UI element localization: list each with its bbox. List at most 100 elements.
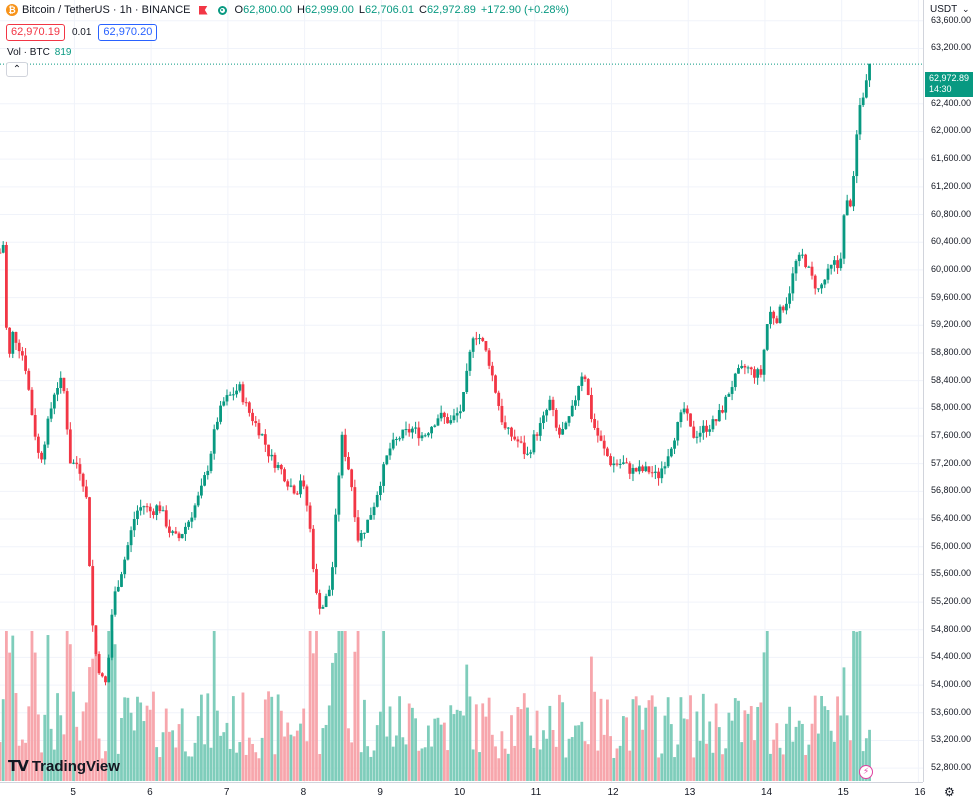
candle-body bbox=[164, 510, 168, 527]
candle-body bbox=[81, 473, 85, 487]
volume-bar bbox=[145, 705, 149, 781]
volume-bar bbox=[308, 631, 312, 781]
volume-bar bbox=[116, 753, 120, 781]
candle-body bbox=[30, 389, 34, 416]
volume-bar bbox=[535, 710, 539, 781]
volume-bar bbox=[81, 711, 85, 781]
volume-bar bbox=[270, 696, 274, 781]
price-scale[interactable] bbox=[923, 0, 974, 782]
last-price: 62,972.89 bbox=[929, 73, 970, 83]
volume-bar bbox=[318, 753, 322, 781]
volume-bar bbox=[174, 747, 178, 781]
flag-icon[interactable] bbox=[198, 5, 208, 15]
ohlc-close: C62,972.89 bbox=[418, 4, 476, 16]
price-tick-label: 59,600.00 bbox=[931, 291, 972, 302]
candle-body bbox=[273, 454, 277, 468]
volume-bar bbox=[247, 737, 251, 781]
currency-label[interactable]: USDT bbox=[930, 4, 958, 15]
price-tick-label: 61,200.00 bbox=[931, 180, 972, 191]
volume-legend[interactable]: Vol · BTC 819 bbox=[7, 47, 71, 58]
candle-body bbox=[580, 376, 584, 386]
volume-bar bbox=[449, 705, 453, 781]
volume-bar bbox=[558, 694, 561, 781]
volume-bar bbox=[711, 752, 715, 781]
candle-body bbox=[107, 657, 111, 683]
volume-bar bbox=[858, 631, 862, 781]
candle-body bbox=[43, 444, 47, 460]
volume-bar bbox=[743, 710, 747, 781]
volume-bar bbox=[113, 644, 117, 781]
volume-bar bbox=[72, 691, 75, 781]
candle-body bbox=[129, 530, 133, 546]
candle-body bbox=[816, 288, 820, 290]
time-tick-label: 15 bbox=[837, 787, 849, 798]
candle-body bbox=[49, 408, 53, 419]
candle-body bbox=[52, 394, 56, 409]
candle-body bbox=[286, 481, 290, 487]
candle-body bbox=[506, 427, 510, 429]
time-tick-label: 12 bbox=[607, 787, 619, 798]
time-axis[interactable] bbox=[0, 782, 923, 802]
candle-body bbox=[561, 429, 565, 435]
price-chart[interactable] bbox=[0, 0, 923, 782]
candle-body bbox=[8, 327, 11, 354]
chevron-down-icon[interactable]: ⌄ bbox=[962, 4, 970, 14]
candle-body bbox=[347, 456, 350, 470]
volume-bar bbox=[634, 696, 638, 781]
volume-bar bbox=[481, 703, 485, 781]
price-tick-label: 63,600.00 bbox=[931, 14, 972, 25]
volume-bar bbox=[519, 709, 523, 781]
candle-body bbox=[91, 566, 95, 626]
gear-icon[interactable]: ⚙ bbox=[944, 785, 955, 799]
volume-bar bbox=[615, 748, 619, 781]
candle-body bbox=[529, 452, 533, 454]
volume-bar bbox=[490, 734, 494, 781]
candle-body bbox=[94, 625, 98, 655]
volume-bar bbox=[621, 716, 625, 781]
candle-body bbox=[791, 273, 795, 294]
volume-bar bbox=[733, 698, 737, 781]
volume-bar bbox=[724, 748, 728, 781]
candle-body bbox=[513, 436, 517, 440]
volume-bar bbox=[267, 691, 270, 781]
volume-bar bbox=[353, 651, 357, 781]
chevron-up-icon[interactable]: ⌃ bbox=[6, 62, 28, 77]
price-tick-label: 62,000.00 bbox=[931, 125, 972, 136]
volume-bar bbox=[305, 741, 309, 781]
symbol-title[interactable]: Bitcoin / TetherUS · 1h · BINANCE bbox=[22, 4, 191, 16]
volume-bar bbox=[446, 750, 449, 781]
market-status-icon[interactable] bbox=[217, 5, 227, 15]
volume-bar bbox=[228, 748, 232, 781]
candle-body bbox=[500, 405, 504, 423]
volume-bar bbox=[759, 702, 763, 781]
price-tick-label: 58,800.00 bbox=[931, 346, 972, 357]
candle-body bbox=[36, 436, 40, 453]
volume-bar bbox=[30, 631, 34, 781]
price-tick-label: 53,200.00 bbox=[931, 734, 972, 745]
volume-bar bbox=[788, 706, 792, 781]
volume-bar bbox=[129, 712, 133, 781]
candle-body bbox=[430, 426, 433, 434]
candle-body bbox=[765, 324, 769, 350]
candle-body bbox=[864, 80, 868, 98]
candle-body bbox=[410, 428, 414, 433]
candle-body bbox=[356, 517, 360, 541]
symbol-header: ₿ Bitcoin / TetherUS · 1h · BINANCE O62,… bbox=[6, 4, 574, 16]
volume-bar bbox=[231, 696, 235, 781]
buy-button[interactable]: 62,970.20 bbox=[98, 24, 158, 41]
volume-bar bbox=[848, 740, 852, 781]
lightning-icon[interactable]: ⚡ bbox=[859, 765, 873, 779]
candle-body bbox=[724, 396, 728, 413]
volume-bar bbox=[737, 700, 740, 781]
candle-body bbox=[97, 654, 101, 674]
volume-bar bbox=[286, 722, 290, 781]
candle-body bbox=[68, 429, 72, 464]
candle-body bbox=[369, 515, 373, 520]
volume-bar bbox=[104, 751, 107, 781]
sell-button[interactable]: 62,970.19 bbox=[6, 24, 65, 41]
volume-bar bbox=[478, 752, 481, 781]
candle-body bbox=[24, 355, 27, 371]
time-tick-label: 13 bbox=[684, 787, 696, 798]
volume-bar bbox=[321, 728, 325, 781]
tradingview-logo[interactable]: TV TradingView bbox=[8, 757, 120, 775]
